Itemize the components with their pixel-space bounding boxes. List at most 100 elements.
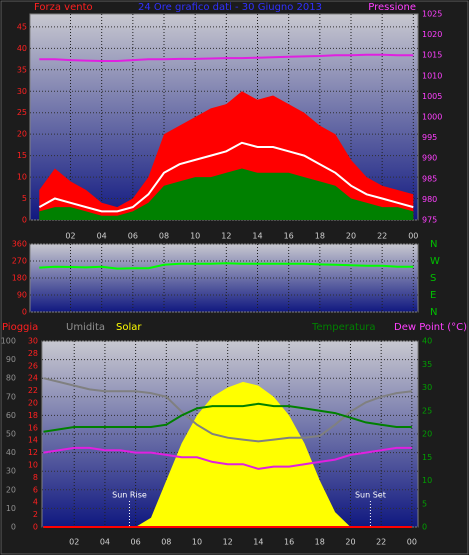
line [39,262,414,270]
y3-tick-label: 12 [28,448,38,457]
y2-tick-label: 995 [422,133,437,142]
y3-tick-label: 6 [33,485,38,494]
y2-tick-label: 1005 [422,92,442,101]
y-tick-label: 70 [6,392,16,401]
y2-tick-label: 1025 [422,10,442,19]
x-tick-label: 14 [252,232,262,241]
plot-area [29,243,419,313]
y2-tick-label: 10 [422,476,432,485]
y2-tick-label: 985 [422,174,437,183]
y3-tick-label: 20 [28,399,38,408]
area [39,168,414,220]
y2-tick-label: 1010 [422,71,442,80]
x-tick-label: 06 [128,232,138,241]
annotation: Sun Set [355,491,386,500]
y3-tick-label: 28 [28,349,38,358]
annotation: Sun Rise [112,491,147,500]
x-tick-label: 02 [69,538,79,547]
x-tick-label: 08 [161,538,171,547]
y-tick-label: 40 [6,448,16,457]
x-tick-label: 04 [97,232,107,241]
area [43,381,412,527]
chart-title: Forza vento [34,2,93,13]
legend-label: Umidita [66,322,105,333]
x-tick-label: 20 [346,232,356,241]
y-tick-label: 100 [1,337,16,346]
x-tick-label: 18 [315,538,325,547]
y2-tick-label: 0 [422,523,427,532]
y3-tick-label: 22 [28,386,38,395]
axis-label: Pressione [368,2,416,13]
x-tick-label: 18 [315,232,325,241]
y-tick-label: 5 [22,194,27,203]
y2-tick-label: N [430,307,437,318]
y2-tick-label: 40 [422,337,432,346]
y-tick-label: 10 [6,504,16,513]
chart-subtitle: 24 Ore grafico dati - 30 Giugno 2013 [138,2,322,13]
y-tick-label: 0 [22,216,27,225]
x-tick-label: 14 [253,538,263,547]
x-tick-label: 00 [408,232,418,241]
y-tick-label: 270 [12,257,27,266]
y2-tick-label: 25 [422,406,432,415]
line [43,402,412,433]
y-tick-label: 25 [17,108,27,117]
y-tick-label: 45 [17,22,27,31]
x-tick-label: 06 [131,538,141,547]
x-tick-label: 22 [377,232,387,241]
y-tick-label: 90 [17,291,27,300]
y-tick-label: 30 [6,467,16,476]
x-tick-label: 20 [345,538,355,547]
y3-tick-label: 4 [33,498,38,507]
x-tick-label: 02 [65,232,75,241]
y-tick-label: 0 [22,308,27,317]
y-tick-label: 0 [11,523,16,532]
y-tick-label: 15 [17,151,27,160]
y3-tick-label: 10 [28,461,38,470]
y2-tick-label: 20 [422,430,432,439]
line [39,53,414,62]
y3-tick-label: 0 [33,523,38,532]
y-tick-label: 80 [6,374,16,383]
y-tick-label: 30 [17,87,27,96]
y2-tick-label: 5 [422,499,427,508]
y2-tick-label: 1015 [422,51,442,60]
y2-tick-label: 30 [422,383,432,392]
y-tick-label: 40 [17,44,27,53]
line [43,377,413,443]
y3-tick-label: 16 [28,423,38,432]
legend-label: Dew Point (°C) [394,322,467,333]
y3-tick-label: 2 [33,510,38,519]
legend-label: Pioggia [2,322,38,333]
y-tick-label: 360 [12,240,27,249]
x-tick-label: 10 [190,232,200,241]
y-tick-label: 50 [6,430,16,439]
y2-tick-label: S [430,273,436,284]
y2-tick-label: 975 [422,216,437,225]
y3-tick-label: 8 [33,473,38,482]
y-tick-label: 20 [17,130,27,139]
legend-label: Solar [116,322,142,333]
x-tick-label: 12 [223,538,233,547]
x-tick-label: 16 [284,538,294,547]
x-tick-label: 00 [407,538,417,547]
legend-label: Temperatura [311,322,376,333]
line [43,446,412,470]
y3-tick-label: 30 [28,337,38,346]
y3-tick-label: 18 [28,411,38,420]
y3-tick-label: 24 [28,374,38,383]
y2-tick-label: 980 [422,195,437,204]
y-tick-label: 90 [6,355,16,364]
x-tick-label: 04 [100,538,110,547]
x-tick-label: 10 [192,538,202,547]
y2-tick-label: N [430,239,437,250]
line [38,141,414,213]
x-tick-label: 16 [284,232,294,241]
y-tick-label: 60 [6,411,16,420]
y2-tick-label: 15 [422,453,432,462]
y2-tick-label: 1020 [422,30,442,39]
x-tick-label: 08 [159,232,169,241]
x-tick-label: 12 [221,232,231,241]
y-tick-label: 10 [17,173,27,182]
